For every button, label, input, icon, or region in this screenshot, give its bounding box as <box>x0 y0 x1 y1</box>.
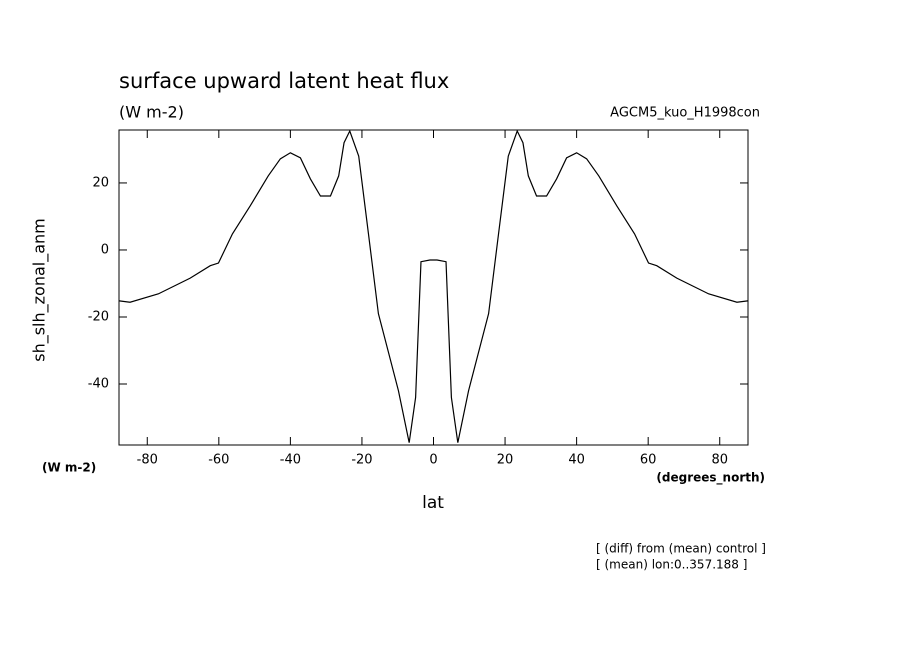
x-tick-label: 60 <box>640 453 657 468</box>
y-tick-label: 0 <box>101 242 109 257</box>
y-tick-label: 20 <box>92 175 109 190</box>
x-unit: (degrees_north) <box>656 471 765 486</box>
y-unit: (W m-2) <box>42 461 96 475</box>
y-tick-label: -20 <box>88 309 109 324</box>
data-line <box>119 129 748 443</box>
subtitle: (W m-2) <box>119 103 184 122</box>
x-axis-label: lat <box>422 493 444 513</box>
chart-title: surface upward latent heat flux <box>119 69 449 93</box>
x-tick-label: 20 <box>497 453 514 468</box>
dataset-label: AGCM5_kuo_H1998con <box>610 106 760 121</box>
x-tick-label: 80 <box>711 453 728 468</box>
x-tick-label: -20 <box>351 453 372 468</box>
x-tick-label: 40 <box>568 453 585 468</box>
x-tick-label: -80 <box>137 453 158 468</box>
y-axis-label: sh_slh_zonal_anm <box>30 218 50 362</box>
x-tick-label: -60 <box>208 453 229 468</box>
note: [ (diff) from (mean) control ] <box>596 542 766 556</box>
note: [ (mean) lon:0..357.188 ] <box>596 558 747 572</box>
x-tick-label: 0 <box>429 453 437 468</box>
y-tick-label: -40 <box>88 377 109 392</box>
x-tick-label: -40 <box>280 453 301 468</box>
